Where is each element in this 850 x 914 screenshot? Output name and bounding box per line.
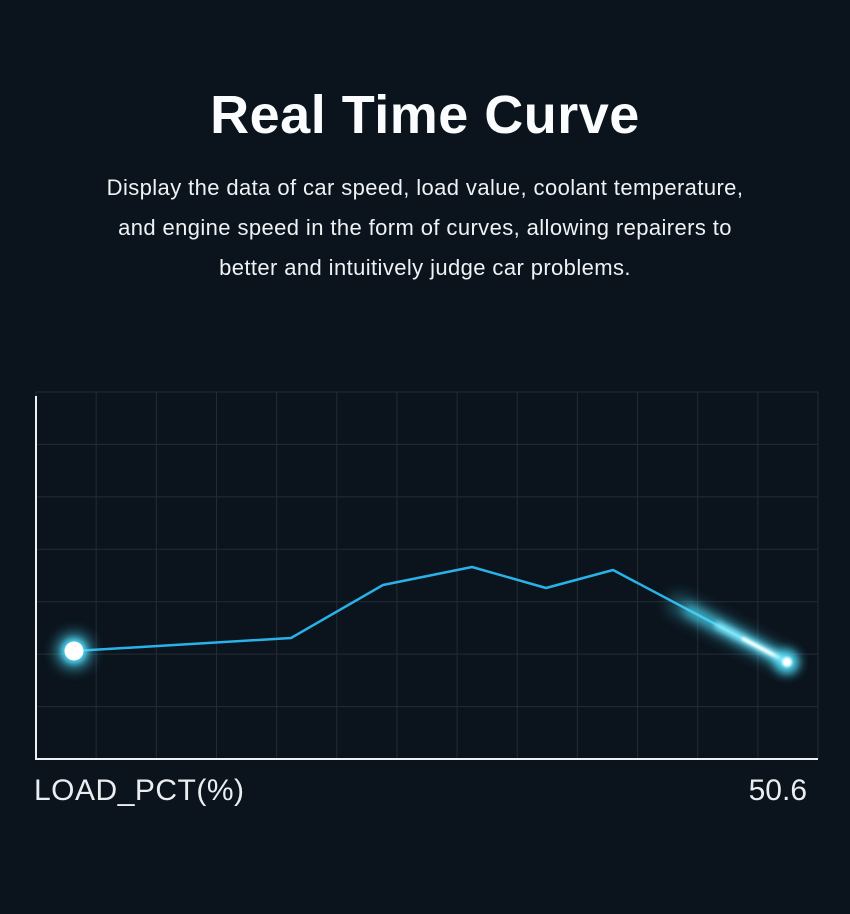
chart-series-line [58, 565, 799, 674]
chart-axes [35, 396, 818, 760]
page-description: Display the data of car speed, load valu… [65, 168, 785, 288]
description-line-2: and engine speed in the form of curves, … [118, 215, 732, 240]
page-title: Real Time Curve [210, 85, 640, 145]
series-label: LOAD_PCT(%) [34, 774, 245, 807]
description-line-3: better and intuitively judge car problem… [219, 255, 631, 280]
series-current-value: 50.6 [748, 774, 807, 807]
description-line-1: Display the data of car speed, load valu… [106, 175, 744, 200]
chart-footer: LOAD_PCT(%) 50.6 [0, 774, 850, 816]
